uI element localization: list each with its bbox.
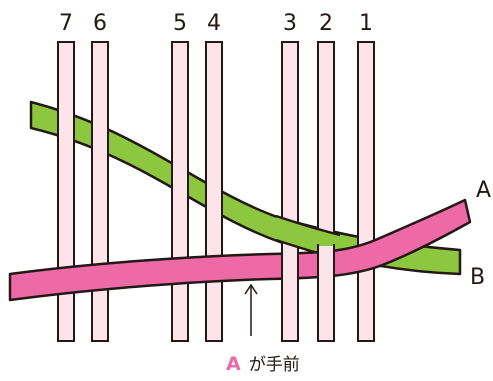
- strand-6: [91, 41, 109, 342]
- caption-rest: が手前: [249, 355, 300, 375]
- strand-number-1: 1: [359, 11, 373, 36]
- strand-2: [317, 41, 335, 342]
- band-b-over-edge-top: [275, 214, 341, 237]
- strand-3: [281, 41, 299, 342]
- strand-number-5: 5: [173, 11, 187, 36]
- pointer-arrow: [244, 283, 258, 336]
- strand-number-3: 3: [283, 11, 297, 36]
- strand-5: [171, 41, 189, 342]
- strand-number-7: 7: [59, 11, 73, 36]
- band-a-label: A: [476, 178, 491, 203]
- strand-2-over-band-a: [318, 246, 334, 284]
- caption: A が手前: [226, 353, 300, 375]
- strand-1: [357, 41, 375, 342]
- strand-4: [205, 41, 223, 342]
- strand-number-4: 4: [207, 11, 221, 36]
- strands-over-band-a: [281, 244, 335, 286]
- caption-highlight: A: [226, 353, 241, 375]
- vertical-strands: [57, 41, 375, 342]
- strand-3-over-band-a: [282, 248, 298, 284]
- band-b-label: B: [470, 265, 485, 290]
- strand-7: [57, 41, 75, 342]
- strand-number-labels: 7 6 5 4 3 2 1: [59, 11, 373, 36]
- band-a: [8, 198, 472, 302]
- strand-number-2: 2: [319, 11, 333, 36]
- strand-number-6: 6: [93, 11, 107, 36]
